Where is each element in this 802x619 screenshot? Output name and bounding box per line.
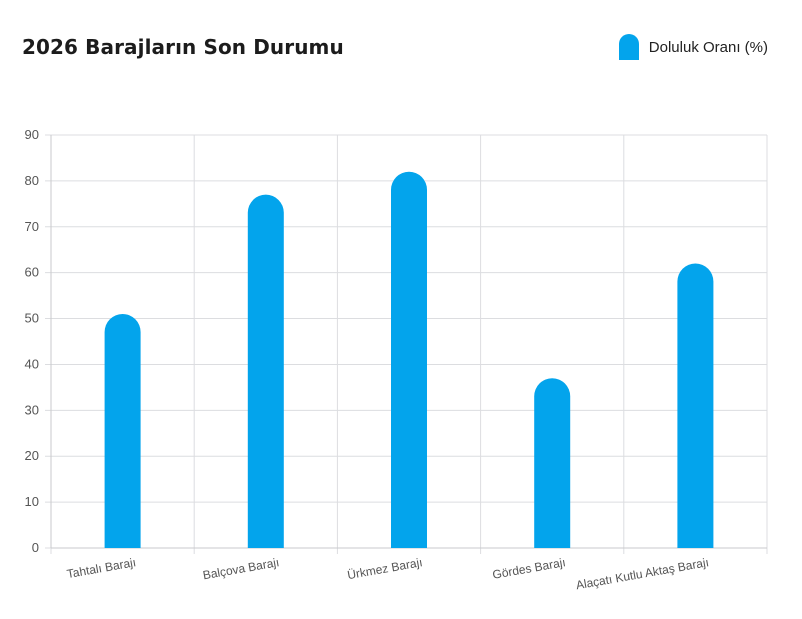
bar[interactable]	[391, 171, 427, 548]
x-tick-label: Gördes Barajı	[491, 555, 566, 582]
y-tick-label: 20	[25, 448, 39, 463]
bar[interactable]	[677, 263, 714, 548]
legend[interactable]: Doluluk Oranı (%)	[618, 34, 768, 60]
chart-title: 2026 Barajların Son Durumu	[22, 35, 344, 59]
bar[interactable]	[247, 194, 284, 548]
y-tick-label: 90	[25, 127, 39, 142]
x-tick-label: Balçova Barajı	[202, 555, 281, 582]
legend-label: Doluluk Oranı (%)	[648, 38, 768, 56]
y-tick-label: 40	[25, 356, 39, 371]
legend-swatch	[618, 34, 639, 60]
y-tick-label: 70	[25, 219, 39, 234]
x-tick-label: Ürkmez Barajı	[346, 555, 423, 582]
y-tick-label: 60	[25, 265, 39, 280]
x-tick-label: Alaçatı Kutlu Aktaş Barajı	[575, 555, 710, 592]
y-tick-label: 80	[25, 173, 39, 188]
y-tick-label: 0	[32, 540, 39, 555]
y-tick-label: 50	[25, 311, 39, 326]
bar[interactable]	[104, 313, 141, 548]
bar[interactable]	[534, 378, 571, 548]
x-tick-label: Tahtalı Barajı	[66, 555, 137, 581]
y-tick-label: 10	[25, 494, 39, 509]
y-tick-label: 30	[25, 402, 39, 417]
